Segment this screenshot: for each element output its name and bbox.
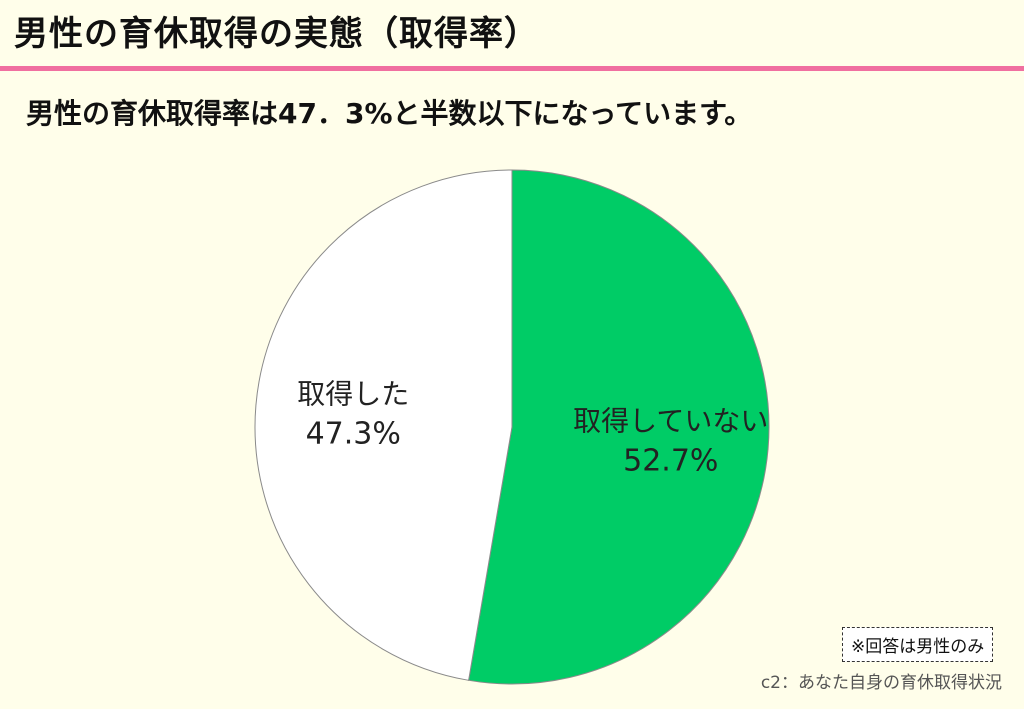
- title-divider: [0, 66, 1024, 71]
- slice-label-0: 取得していない: [573, 404, 768, 437]
- respondent-note: ※回答は男性のみ: [842, 627, 994, 662]
- pie-slice-1: [254, 169, 513, 681]
- slice-label-1: 取得した: [297, 378, 409, 411]
- source-label: c2：あなた自身の育休取得状況: [760, 673, 1002, 693]
- slice-value-0: 52.7%: [623, 443, 718, 478]
- page-subtitle: 男性の育休取得率は47．3%と半数以下になっています。: [26, 97, 753, 130]
- page-title: 男性の育休取得の実態（取得率）: [14, 14, 539, 54]
- pie-slice-0: [468, 169, 770, 685]
- slice-value-1: 47.3%: [306, 417, 401, 452]
